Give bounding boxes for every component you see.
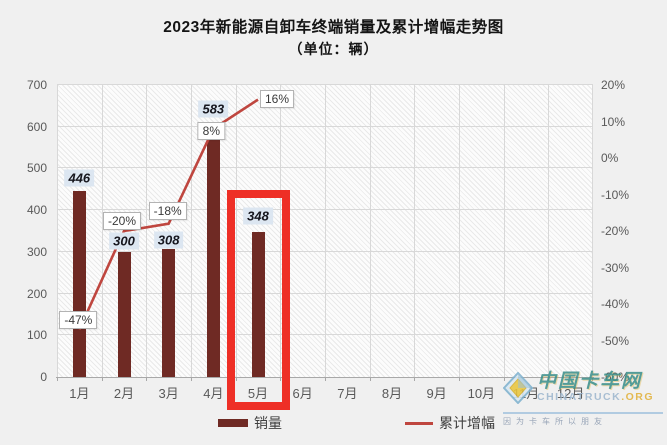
left-axis-tick: 0 <box>40 370 47 384</box>
right-axis-tick: -20% <box>601 224 630 238</box>
sales-bar-3月 <box>162 248 176 377</box>
x-axis-label-5月: 5月 <box>247 386 269 401</box>
bar-value-label: 348 <box>243 207 273 225</box>
x-axis-label-6月: 6月 <box>292 386 313 401</box>
v-gridline <box>592 85 593 377</box>
chart-subtitle: （单位：辆） <box>288 41 379 57</box>
watermark-slogan: 因为卡车所以朋友 <box>503 417 607 426</box>
x-axis-label-1月: 1月 <box>69 386 90 401</box>
watermark-brand-en: CHINATRUCK <box>537 391 622 403</box>
x-axis-label-9月: 9月 <box>426 386 447 401</box>
growth-line <box>78 98 259 331</box>
v-gridline <box>548 85 550 377</box>
line-swatch-icon <box>405 421 433 425</box>
v-gridline <box>146 85 148 377</box>
v-gridline <box>325 85 326 377</box>
highlight-box-may <box>227 190 290 410</box>
v-gridline <box>235 85 237 377</box>
x-axis-tick <box>459 377 460 381</box>
bar-value-label: 446 <box>64 169 95 187</box>
watermark-divider <box>503 412 663 414</box>
right-axis-tick: -10% <box>601 187 630 202</box>
x-axis-tick <box>191 377 192 381</box>
right-axis-tick: -50% <box>601 333 630 348</box>
sales-bar-1月 <box>72 190 86 377</box>
v-gridline <box>101 85 103 377</box>
right-axis-tick: 0% <box>601 151 619 165</box>
v-gridline <box>414 85 416 377</box>
x-axis-label-3月: 3月 <box>158 386 179 401</box>
chart-title: 2023年新能源自卸车终端销量及累计增幅走势图 <box>163 19 504 36</box>
left-axis-tick: 300 <box>26 244 47 259</box>
legend-label-growth: 累计增幅 <box>439 415 495 431</box>
x-axis-label-12月: 12月 <box>556 386 585 401</box>
bar-value-label: 308 <box>153 231 184 249</box>
v-gridline <box>191 85 192 377</box>
x-axis-tick <box>503 377 505 381</box>
v-gridline <box>369 85 371 377</box>
v-gridline <box>57 85 58 377</box>
left-axis-tick: 200 <box>26 286 47 301</box>
sales-bar-2月 <box>117 251 131 377</box>
x-axis-label-2月: 2月 <box>113 386 135 401</box>
x-axis-label-8月: 8月 <box>381 386 403 401</box>
right-axis-tick: 10% <box>601 114 626 129</box>
watermark-brand-tld: .ORG <box>621 391 655 403</box>
h-gridline <box>57 84 593 85</box>
watermark-logo-icon <box>502 371 534 409</box>
sales-bar-5月 <box>251 231 265 377</box>
x-axis-tick <box>325 377 326 381</box>
v-gridline <box>503 85 505 377</box>
x-axis-tick <box>235 377 237 381</box>
growth-pct-label: 8% <box>197 121 225 140</box>
legend-item-growth: 累计增幅 <box>405 413 495 433</box>
bar-value-label: 300 <box>109 232 139 250</box>
sales-bar-4月 <box>206 133 220 377</box>
left-axis-tick: 100 <box>26 328 47 343</box>
right-axis-tick: 20% <box>601 78 626 92</box>
x-axis-tick <box>146 377 148 381</box>
watermark: 中国卡车网 CHINATRUCK.ORG 因为卡车所以朋友 <box>502 371 663 427</box>
left-axis-tick: 400 <box>26 203 47 218</box>
legend-label-sales: 销量 <box>254 415 282 431</box>
bar-value-label: 583 <box>198 100 229 118</box>
x-axis-tick <box>548 377 550 381</box>
v-gridline <box>280 85 282 377</box>
right-axis-tick: -40% <box>601 297 630 311</box>
growth-pct-label: -18% <box>148 201 187 220</box>
watermark-brand-cn: 中国卡车网 <box>537 371 643 392</box>
growth-pct-label: -20% <box>102 212 142 230</box>
x-axis-tick <box>280 377 282 381</box>
x-axis-tick <box>369 377 371 381</box>
legend: 销量 累计增幅 <box>0 411 667 437</box>
x-axis-tick <box>57 377 58 381</box>
x-axis-label-4月: 4月 <box>203 386 224 401</box>
x-axis-label-7月: 7月 <box>337 386 358 401</box>
plot-area: 446 300 308 583 348 -47% -20% -18% 8% 16% <box>57 84 593 377</box>
x-axis-label-10月: 10月 <box>467 386 496 401</box>
x-axis-tick <box>592 377 593 381</box>
right-axis-tick: -30% <box>601 260 630 275</box>
x-axis-tick <box>414 377 416 381</box>
legend-item-sales: 销量 <box>218 413 282 433</box>
left-axis-tick: 500 <box>26 161 47 176</box>
right-axis-tick: -60% <box>601 370 630 384</box>
growth-pct-label: 16% <box>259 89 295 108</box>
x-axis-tick <box>101 377 103 381</box>
v-gridline <box>459 85 460 377</box>
left-axis-tick: 600 <box>26 119 47 134</box>
growth-pct-label: -47% <box>59 310 98 329</box>
left-axis-tick: 700 <box>26 78 47 92</box>
bar-swatch-icon <box>218 419 248 427</box>
